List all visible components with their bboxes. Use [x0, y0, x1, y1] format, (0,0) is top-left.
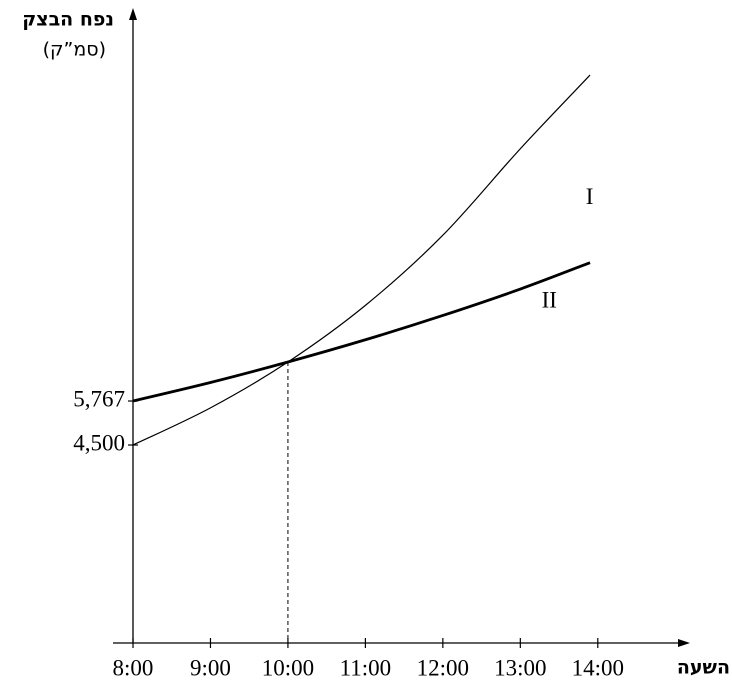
x-axis-label: השעה	[677, 657, 730, 679]
y-tick-label: 4,500	[73, 430, 125, 455]
y-axis-label: נפח הבצק	[22, 9, 114, 31]
x-tick-label: 9:00	[190, 655, 231, 680]
x-tick-label: 13:00	[494, 655, 546, 680]
series-label: II	[542, 287, 557, 312]
line-series	[132, 74, 591, 446]
line-series	[132, 261, 591, 403]
x-tick-label: 11:00	[340, 655, 392, 680]
x-axis-arrow	[678, 639, 690, 647]
y-tick-label: 5,767	[73, 386, 125, 411]
x-tick-label: 10:00	[262, 655, 314, 680]
series-label: I	[586, 184, 594, 209]
x-tick-label: 12:00	[417, 655, 469, 680]
x-tick-label: 14:00	[572, 655, 624, 680]
y-axis-arrow	[129, 8, 137, 20]
y-axis-unit: (סמ”ק)	[43, 39, 106, 61]
x-tick-label: 8:00	[113, 655, 154, 680]
